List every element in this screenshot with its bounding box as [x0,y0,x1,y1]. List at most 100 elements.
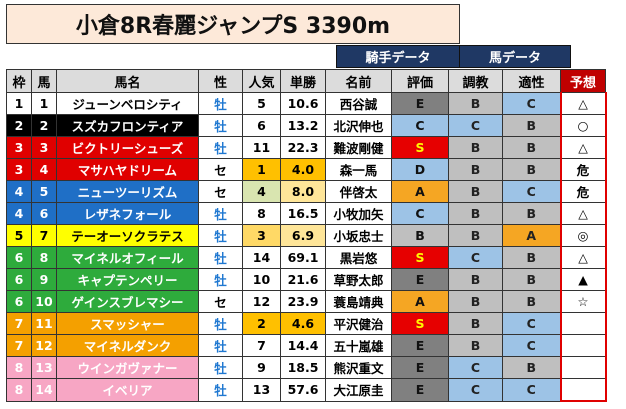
table-row: 6 9 キャプテンペリー牡 10 21.6 草野太郎 E B B ▲ [6,268,607,291]
popularity-cell: 3 [242,224,281,247]
col-header-frame: 枠 [6,69,32,93]
number-cell: 10 [31,290,57,313]
odds-cell: 14.4 [280,334,326,357]
table-row: 5 7 テーオーソクラテス牡 3 6.9 小坂忠士 B B A ◎ [6,224,607,247]
training-cell: B [448,92,503,115]
prediction-cell: ○ [559,114,607,137]
jockey-cell: 大江原圭 [325,378,392,402]
sex-cell: 牡 [198,136,243,159]
number-cell: 13 [31,356,57,379]
number-cell: 4 [31,158,57,181]
aptitude-cell: C [502,378,561,402]
table-row: 8 14 イベリア牡 13 57.6 大江原圭 E C C [6,378,607,402]
frame-cell: 6 [6,246,32,269]
eval-cell: S [391,136,449,159]
sex-cell: セ [198,290,243,313]
odds-cell: 8.0 [280,180,326,203]
horse-name-cell: テーオーソクラテス [56,224,199,247]
odds-cell: 13.2 [280,114,326,137]
eval-cell: S [391,312,449,335]
aptitude-cell: B [502,136,561,159]
col-header-prediction: 予想 [560,69,606,93]
col-header-jockey: 名前 [325,69,392,93]
popularity-cell: 2 [242,312,281,335]
aptitude-cell: A [502,224,561,247]
odds-cell: 10.6 [280,92,326,115]
prediction-cell: △ [559,92,607,115]
prediction-cell: 危 [559,180,607,203]
number-cell: 9 [31,268,57,291]
odds-cell: 4.0 [280,158,326,181]
popularity-cell: 9 [242,356,281,379]
frame-cell: 1 [6,92,32,115]
horse-name-cell: スマッシャー [56,312,199,335]
prediction-cell [559,356,607,379]
aptitude-cell: B [502,202,561,225]
frame-cell: 3 [6,136,32,159]
sex-cell: 牡 [198,378,243,402]
odds-cell: 21.6 [280,268,326,291]
frame-cell: 8 [6,378,32,402]
training-cell: C [448,356,503,379]
number-cell: 2 [31,114,57,137]
eval-cell: E [391,92,449,115]
table-row: 1 1 ジューンベロシティ牡 5 10.6 西谷誠 E B C △ [6,92,607,115]
eval-cell: C [391,114,449,137]
number-cell: 5 [31,180,57,203]
aptitude-cell: C [502,92,561,115]
horse-name-cell: ジューンベロシティ [56,92,199,115]
popularity-cell: 6 [242,114,281,137]
frame-cell: 6 [6,290,32,313]
horse-name-cell: イベリア [56,378,199,402]
horse-name-cell: マサハヤドリーム [56,158,199,181]
aptitude-cell: B [502,114,561,137]
table-row: 8 13 ウインガヴァナー牡 9 18.5 熊沢重文 E C B [6,356,607,379]
popularity-cell: 4 [242,180,281,203]
aptitude-cell: B [502,356,561,379]
number-cell: 11 [31,312,57,335]
horse-name-cell: ビクトリーシューズ [56,136,199,159]
sex-cell: 牡 [198,334,243,357]
frame-cell: 7 [6,312,32,335]
popularity-cell: 13 [242,378,281,402]
col-header-horse-name: 馬名 [56,69,199,93]
aptitude-cell: C [502,334,561,357]
eval-cell: A [391,290,449,313]
aptitude-cell: B [502,268,561,291]
number-cell: 12 [31,334,57,357]
eval-cell: S [391,246,449,269]
table-row: 7 11 スマッシャー牡 2 4.6 平沢健治 S B C [6,312,607,335]
odds-cell: 69.1 [280,246,326,269]
horse-name-cell: ニューツーリズム [56,180,199,203]
popularity-cell: 5 [242,92,281,115]
popularity-cell: 11 [242,136,281,159]
number-cell: 7 [31,224,57,247]
sex-cell: 牡 [198,114,243,137]
training-cell: B [448,180,503,203]
number-cell: 6 [31,202,57,225]
prediction-cell [559,378,607,402]
number-cell: 1 [31,92,57,115]
frame-cell: 7 [6,334,32,357]
horse-name-cell: マイネルダンク [56,334,199,357]
frame-cell: 4 [6,180,32,203]
horse-data-header: 馬データ [459,45,571,68]
prediction-cell: ▲ [559,268,607,291]
prediction-cell: △ [559,202,607,225]
eval-cell: A [391,180,449,203]
aptitude-cell: C [502,180,561,203]
col-header-number: 馬 [31,69,57,93]
sex-cell: セ [198,158,243,181]
aptitude-cell: B [502,290,561,313]
training-cell: B [448,290,503,313]
page-title: 小倉8R春麗ジャンプS 3390m [6,4,460,44]
frame-cell: 4 [6,202,32,225]
col-header-eval: 評価 [391,69,449,93]
jockey-cell: 五十嵐雄 [325,334,392,357]
odds-cell: 18.5 [280,356,326,379]
popularity-cell: 14 [242,246,281,269]
frame-cell: 2 [6,114,32,137]
number-cell: 8 [31,246,57,269]
jockey-cell: 難波剛健 [325,136,392,159]
eval-cell: E [391,378,449,402]
